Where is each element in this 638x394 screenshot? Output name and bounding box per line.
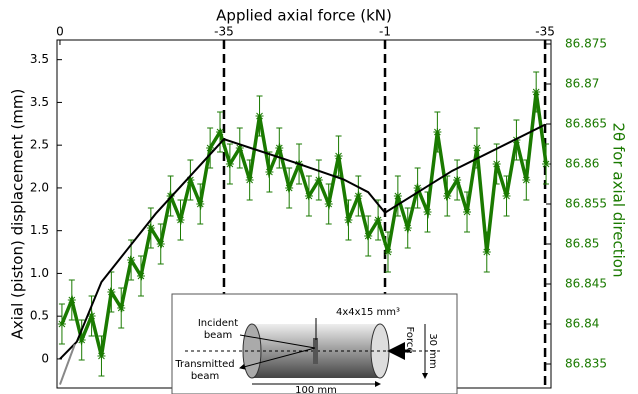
marker: [136, 272, 145, 280]
marker: [67, 296, 76, 304]
top-tick-label: -35: [535, 25, 555, 39]
y2-tick-label: 86.855: [565, 197, 607, 211]
marker: [265, 168, 274, 176]
marker: [413, 184, 422, 192]
top-tick-label: -1: [379, 25, 391, 39]
marker: [334, 152, 343, 160]
marker: [77, 336, 86, 344]
plot: 3.5 3.5 2.5 2.0 1.5 1.0 0.5 0 86.875 86.87 86.865 8…: [30, 25, 607, 389]
length-label: 100 mm: [295, 385, 337, 394]
y-tick-label: 1.0: [30, 266, 49, 280]
marker: [542, 160, 551, 168]
marker: [176, 216, 185, 224]
y2-tick-label: 86.85: [565, 237, 599, 251]
y2-tick-label: 86.86: [565, 157, 599, 171]
marker: [245, 176, 254, 184]
marker: [285, 184, 294, 192]
series-line: [59, 123, 546, 360]
inset-diagram: 4x4x15 mm³ Incident beam Transmitted beam …: [171, 293, 458, 394]
marker: [87, 312, 96, 320]
marker: [225, 160, 234, 168]
y-tick-label: 0: [41, 351, 49, 365]
marker: [383, 248, 392, 256]
marker: [146, 224, 155, 232]
sample: [313, 338, 318, 364]
marker: [374, 216, 383, 224]
marker: [186, 176, 195, 184]
y-axis-label: Axial (piston) displacement (mm): [9, 89, 27, 340]
chart-title: Applied axial force (kN): [216, 7, 392, 25]
marker: [433, 128, 442, 136]
marker: [423, 208, 432, 216]
marker: [255, 112, 264, 120]
marker: [57, 320, 66, 328]
marker: [453, 176, 462, 184]
incident-label: Incident beam: [198, 318, 238, 341]
y2-tick-label: 86.84: [565, 317, 599, 331]
y2-tick-label: 86.865: [565, 117, 607, 131]
marker: [235, 144, 244, 152]
marker: [364, 232, 373, 240]
top-tick-label: 0: [56, 25, 64, 39]
marker: [156, 240, 165, 248]
y-tick-label: 3.5: [30, 95, 49, 109]
marker: [97, 352, 106, 360]
y2-tick-label: 86.835: [565, 357, 607, 371]
series-line: [59, 344, 76, 385]
marker: [522, 176, 531, 184]
y-tick-label: 2.5: [30, 138, 49, 152]
marker: [275, 144, 284, 152]
y2-tick-label: 86.875: [565, 37, 607, 51]
marker: [206, 144, 215, 152]
y2-axis-label: 2θ for axial direction: [610, 123, 628, 278]
sample-label: 4x4x15 mm³: [336, 307, 400, 318]
y2-tick-label: 86.845: [565, 277, 607, 291]
top-tick-label: -35: [214, 25, 234, 39]
marker: [304, 192, 313, 200]
marker: [196, 200, 205, 208]
marker: [127, 256, 136, 264]
marker: [472, 144, 481, 152]
y2-tick-label: 86.87: [565, 77, 599, 91]
marker: [117, 304, 126, 312]
marker: [216, 128, 225, 136]
y-tick-label: 3.5: [30, 52, 49, 66]
y-tick-label: 2.0: [30, 180, 49, 194]
y-tick-label: 0.5: [30, 309, 49, 323]
marker: [324, 200, 333, 208]
marker: [344, 216, 353, 224]
marker: [443, 192, 452, 200]
force-label: Force: [404, 326, 415, 353]
marker: [314, 176, 323, 184]
marker: [354, 192, 363, 200]
marker: [502, 192, 511, 200]
marker: [463, 208, 472, 216]
height-label: 30 mm: [427, 333, 438, 368]
marker: [107, 288, 116, 296]
marker: [403, 224, 412, 232]
transmitted-beam: [239, 347, 316, 370]
marker: [492, 160, 501, 168]
transmitted-label: Transmitted beam: [174, 359, 234, 382]
marker: [393, 192, 402, 200]
marker: [482, 248, 491, 256]
y-tick-label: 1.5: [30, 223, 49, 237]
series-line: [60, 91, 548, 357]
marker: [532, 88, 541, 96]
incident-beam: [239, 334, 316, 349]
